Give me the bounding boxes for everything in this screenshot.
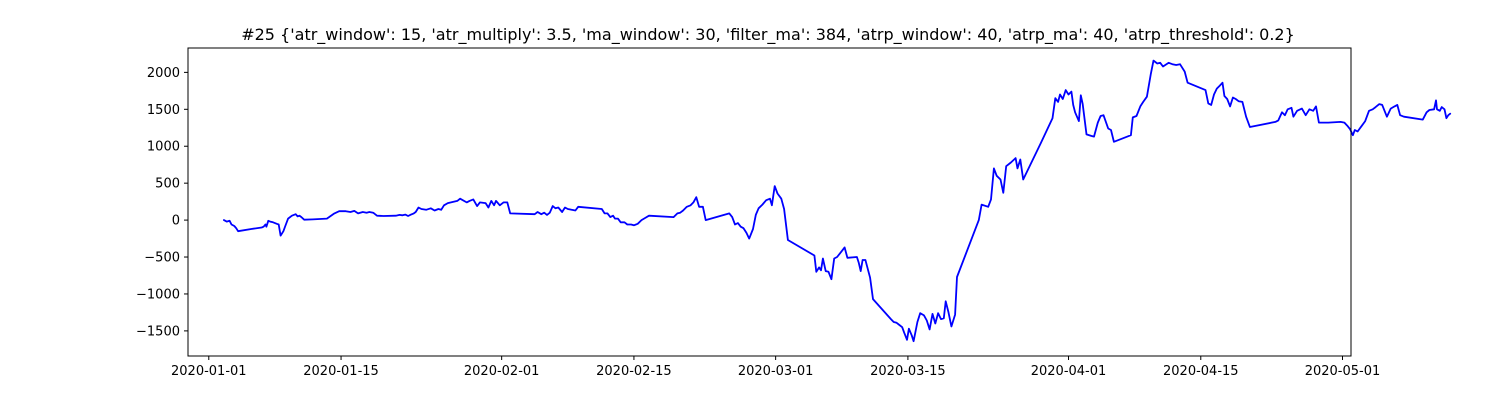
y-tick-label: 0: [172, 214, 180, 229]
x-tick-label: 2020-01-01: [171, 364, 247, 379]
x-tick-label: 2020-04-01: [1031, 364, 1107, 379]
chart-title: #25 {'atr_window': 15, 'atr_multiply': 3…: [241, 25, 1295, 45]
x-axis: 2020-01-01 2020-01-15 2020-02-01 2020-02-15…: [171, 356, 1380, 379]
series-layer: [222, 59, 1452, 343]
y-tick-label: −500: [144, 251, 180, 266]
x-tick-label: 2020-04-15: [1163, 364, 1239, 379]
plot-area-frame: [187, 47, 1352, 357]
y-tick-label: 1000: [147, 140, 180, 155]
x-tick-label: 2020-02-15: [596, 364, 672, 379]
y-tick-label: −1500: [136, 324, 180, 339]
y-axis: −1500 −1000 −500 0 500 1000 1500 2000: [136, 66, 188, 339]
series-line-equity: [222, 59, 1452, 343]
x-tick-label: 2020-05-01: [1305, 364, 1381, 379]
x-tick-label: 2020-01-15: [303, 364, 379, 379]
x-tick-label: 2020-03-01: [738, 364, 814, 379]
y-tick-label: 1500: [147, 103, 180, 118]
x-tick-label: 2020-02-01: [464, 364, 540, 379]
y-tick-label: 2000: [147, 66, 180, 81]
x-tick-label: 2020-03-15: [870, 364, 946, 379]
y-tick-label: 500: [155, 177, 180, 192]
y-tick-label: −1000: [136, 287, 180, 302]
